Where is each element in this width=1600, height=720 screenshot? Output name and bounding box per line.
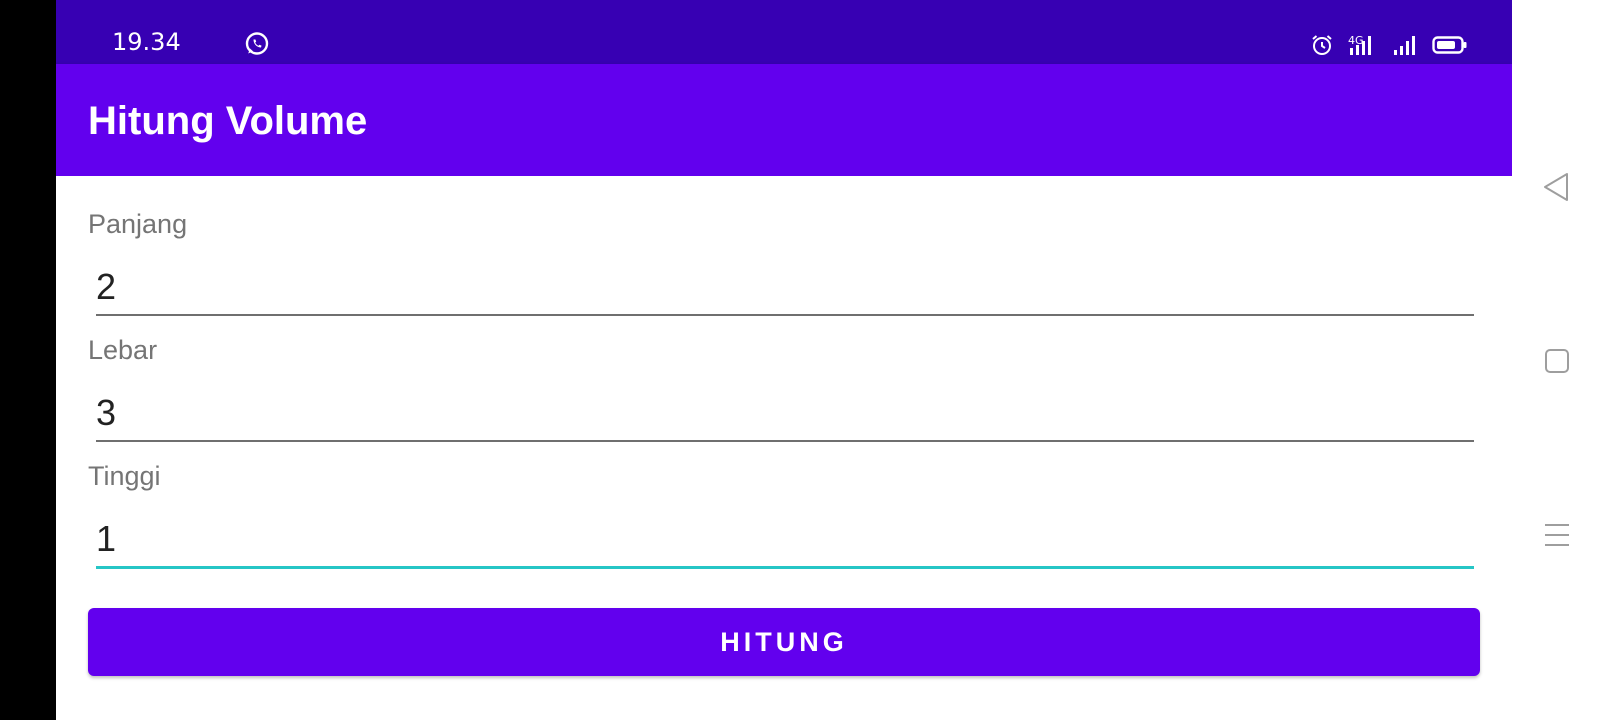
back-icon[interactable] — [1540, 170, 1574, 204]
status-bar: 19.34 4G — [56, 0, 1512, 64]
signal-4g-icon: 4G — [1348, 34, 1371, 55]
system-nav-bar — [1512, 0, 1600, 720]
tinggi-input[interactable]: 1 — [96, 514, 1474, 569]
panjang-input-value: 2 — [96, 266, 117, 307]
app-toolbar: Hitung Volume — [56, 64, 1512, 176]
left-edge — [0, 0, 56, 720]
recents-icon[interactable] — [1540, 518, 1574, 552]
panjang-input[interactable]: 2 — [96, 262, 1474, 316]
status-icons: 4G — [1310, 33, 1468, 57]
lebar-input-value: 3 — [96, 392, 117, 433]
home-icon[interactable] — [1540, 344, 1574, 378]
status-time: 19.34 — [112, 28, 181, 56]
svg-text:4G: 4G — [1348, 34, 1364, 47]
battery-icon — [1432, 36, 1467, 54]
lebar-label: Lebar — [88, 335, 158, 365]
form-content: Panjang 2 Lebar 3 Tinggi 1 HITUNG — [56, 176, 1512, 720]
hitung-button-label: HITUNG — [720, 626, 848, 657]
lebar-input[interactable]: 3 — [96, 388, 1474, 442]
panjang-label: Panjang — [88, 209, 188, 239]
page-title: Hitung Volume — [88, 99, 368, 143]
signal-icon — [1394, 36, 1415, 55]
whatsapp-icon — [245, 32, 269, 55]
alarm-icon — [1312, 35, 1332, 55]
hitung-button[interactable]: HITUNG — [88, 608, 1480, 676]
tinggi-input-value: 1 — [96, 518, 117, 559]
tinggi-label: Tinggi — [88, 461, 161, 491]
